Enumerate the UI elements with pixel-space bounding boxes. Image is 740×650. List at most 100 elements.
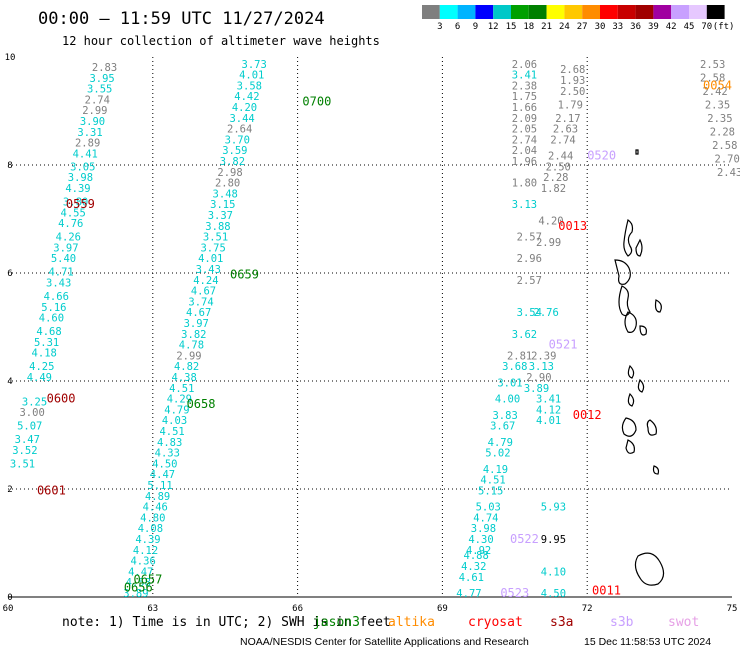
data-point-label: 2.57 bbox=[517, 232, 542, 244]
colorbar-swatch bbox=[439, 5, 458, 19]
data-point-label: 1.79 bbox=[558, 99, 583, 111]
data-point-label: 3.97 bbox=[184, 318, 209, 330]
data-point-label: 9.95 bbox=[541, 534, 566, 546]
data-point-label: 3.67 bbox=[490, 421, 515, 433]
time-label: 0601 bbox=[37, 483, 66, 497]
y-tick-label: 0 bbox=[7, 593, 12, 603]
data-point-label: 2.35 bbox=[707, 113, 732, 125]
data-point-label: 2.81 bbox=[507, 350, 532, 362]
data-point-label: 4.36 bbox=[130, 556, 155, 568]
colorbar-legend: 3 6 9 12 15 18 21 24 27 30 33 36 39 42 45 70 (ft) bbox=[422, 5, 734, 32]
colorbar-label: 6 bbox=[455, 22, 460, 32]
data-point-label: 2.90 bbox=[526, 372, 551, 384]
y-tick-label: 6 bbox=[7, 269, 12, 279]
data-point-label: 3.74 bbox=[188, 296, 213, 308]
data-point-label: 2.68 bbox=[560, 64, 585, 76]
data-point-label: 2.39 bbox=[531, 350, 556, 362]
data-point-label: 2.70 bbox=[715, 153, 740, 165]
legend-swot: swot bbox=[668, 615, 699, 630]
data-point-label: 4.78 bbox=[179, 340, 204, 352]
data-point-label: 2.80 bbox=[215, 178, 240, 190]
data-point-label: 2.76 bbox=[534, 307, 559, 319]
data-point-label: 3.47 bbox=[15, 434, 40, 446]
data-point-label: 3.05 bbox=[70, 161, 95, 173]
colorbar-unit: (ft) bbox=[713, 22, 735, 32]
colorbar-swatch bbox=[475, 5, 494, 19]
time-label: 0522 bbox=[510, 532, 539, 546]
data-point-label: 3.75 bbox=[200, 242, 225, 254]
data-point-label: 3.55 bbox=[87, 84, 112, 96]
colorbar-label: 39 bbox=[648, 22, 659, 32]
data-point-label: 3.88 bbox=[205, 221, 230, 233]
data-point-label: 1.82 bbox=[541, 183, 566, 195]
data-point-label: 2.09 bbox=[512, 113, 537, 125]
colorbar-swatch bbox=[635, 5, 654, 19]
data-point-label: 2.99 bbox=[82, 105, 107, 117]
data-point-label: 3.68 bbox=[502, 361, 527, 373]
time-label: 0600 bbox=[47, 392, 76, 406]
gridlines bbox=[8, 57, 732, 597]
data-point-label: 4.79 bbox=[164, 404, 189, 416]
data-point-label: 2.38 bbox=[512, 80, 537, 92]
data-point-label: 2.64 bbox=[227, 124, 252, 136]
time-label: 0656 bbox=[124, 581, 153, 595]
y-tick-label: 4 bbox=[7, 377, 12, 387]
legend-s3b: s3b bbox=[610, 615, 634, 630]
colorbar-swatch bbox=[706, 5, 725, 19]
y-tick-label: 2 bbox=[7, 485, 12, 495]
data-point-label: 3.00 bbox=[19, 407, 44, 419]
data-point-label: 2.44 bbox=[548, 151, 573, 163]
data-point-label: 4.82 bbox=[174, 361, 199, 373]
data-point-label: 4.08 bbox=[138, 523, 163, 535]
data-point-label: 2.50 bbox=[560, 86, 585, 98]
data-point-label: 1.93 bbox=[560, 75, 585, 87]
footer-timestamp: 15 Dec 11:58:53 UTC 2024 bbox=[584, 636, 711, 648]
data-point-label: 4.74 bbox=[473, 512, 498, 524]
x-tick-label: 63 bbox=[147, 604, 158, 614]
data-point-label: 2.99 bbox=[176, 350, 201, 362]
data-point-label: 3.58 bbox=[237, 80, 262, 92]
time-label: 0659 bbox=[230, 267, 259, 281]
data-point-label: 4.51 bbox=[169, 383, 194, 395]
colorbar-label: 15 bbox=[506, 22, 517, 32]
colorbar-label: 24 bbox=[559, 22, 570, 32]
time-label: 0658 bbox=[187, 397, 216, 411]
data-point-label: 4.25 bbox=[29, 361, 54, 373]
time-label: 0012 bbox=[573, 408, 602, 422]
data-point-label: 2.89 bbox=[75, 138, 100, 150]
colorbar-swatch bbox=[689, 5, 707, 19]
data-point-label: 4.26 bbox=[56, 232, 81, 244]
data-point-label: 2.04 bbox=[512, 145, 537, 157]
data-point-label: 5.03 bbox=[476, 502, 501, 514]
colorbar-label: 70 bbox=[701, 22, 712, 32]
colorbar-label: 30 bbox=[595, 22, 606, 32]
data-point-label: 4.88 bbox=[464, 550, 489, 562]
colorbar-swatch bbox=[528, 5, 547, 19]
data-point-label: 2.42 bbox=[702, 86, 727, 98]
colorbar-swatch bbox=[546, 5, 565, 19]
time-label: 0657 bbox=[133, 573, 162, 587]
legend-s3a: s3a bbox=[550, 615, 573, 630]
data-point-label: 4.50 bbox=[541, 588, 566, 600]
note-text: note: 1) Time is in UTC; 2) SWH is in fe… bbox=[62, 615, 391, 630]
data-point-label: 1.96 bbox=[512, 156, 537, 168]
data-point-label: 4.89 bbox=[145, 491, 170, 503]
data-point-label: 5.07 bbox=[17, 421, 42, 433]
legend-cryosat: cryosat bbox=[468, 615, 523, 630]
colorbar-label: 12 bbox=[488, 22, 499, 32]
data-point-label: 3.48 bbox=[213, 188, 238, 200]
colorbar-swatch bbox=[653, 5, 672, 19]
data-point-label: 2.06 bbox=[512, 59, 537, 71]
colorbar-swatch bbox=[457, 5, 476, 19]
legend-jason3: jason3 bbox=[313, 615, 360, 630]
data-point-label: 3.90 bbox=[80, 116, 105, 128]
data-point-label: 4.41 bbox=[73, 148, 98, 160]
data-point-label: 3.51 bbox=[10, 458, 35, 470]
y-tick-label: 8 bbox=[7, 161, 12, 171]
colorbar-swatch bbox=[493, 5, 511, 19]
data-point-label: 4.79 bbox=[488, 437, 513, 449]
data-point-label: 2.28 bbox=[710, 126, 735, 138]
data-point-label: 3.89 bbox=[123, 588, 148, 600]
data-point-label: 1.66 bbox=[512, 102, 537, 114]
time-label: 0521 bbox=[549, 338, 578, 352]
